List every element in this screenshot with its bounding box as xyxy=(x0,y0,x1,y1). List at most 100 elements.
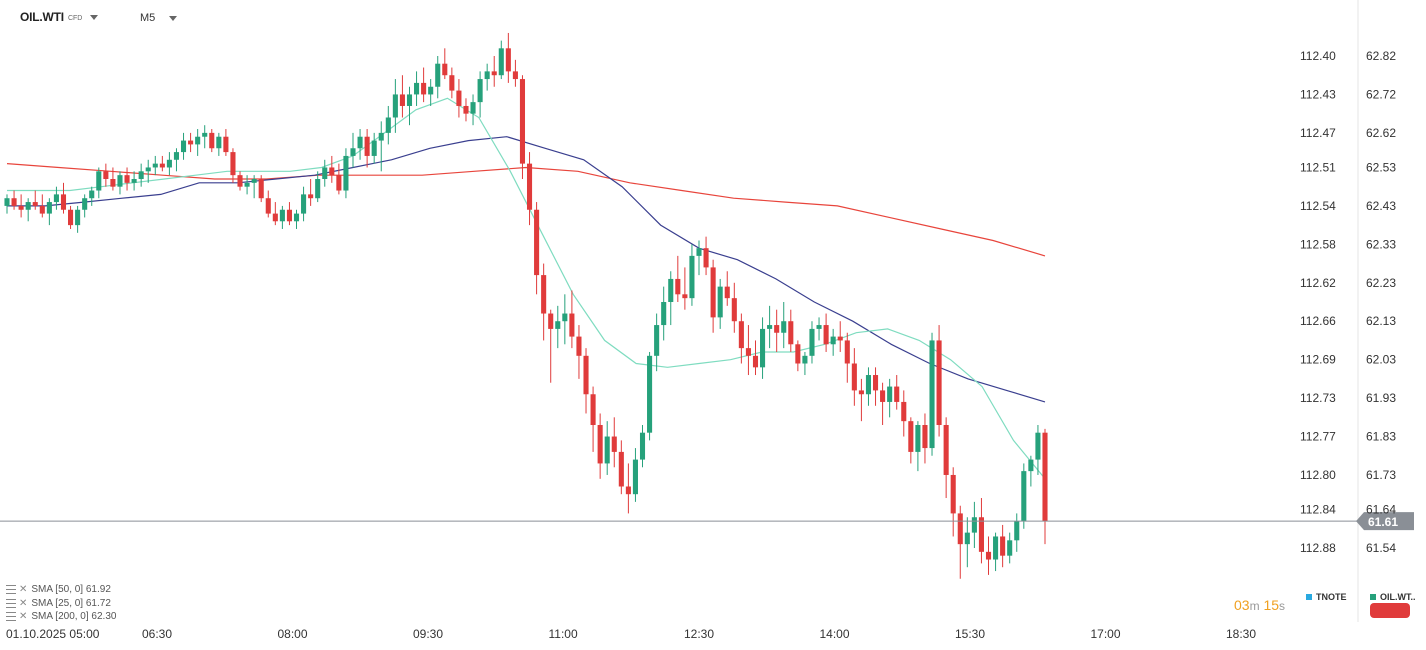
candle xyxy=(449,67,455,99)
candle xyxy=(583,348,589,414)
left-price-axis: 112.40 112.43 112.47 112.51 112.54 112.58 112.… xyxy=(1300,49,1336,555)
time-axis-tick: 18:30 xyxy=(1226,627,1256,641)
indicator-settings-icon[interactable] xyxy=(6,612,16,621)
candle-body xyxy=(908,421,914,452)
candle xyxy=(195,129,201,156)
candle-body xyxy=(286,209,292,222)
candle-body xyxy=(1042,432,1048,522)
candle xyxy=(802,351,808,376)
close-icon[interactable]: ✕ xyxy=(19,584,28,595)
candle xyxy=(138,163,144,187)
symbol-dropdown-icon[interactable] xyxy=(90,14,99,20)
candle-body xyxy=(505,48,511,72)
candle xyxy=(357,129,363,160)
candle-body xyxy=(1000,536,1006,556)
candle-body xyxy=(858,390,864,395)
sma200-path xyxy=(6,163,1046,257)
indicator-sma-25[interactable]: ✕ SMA [25, 0] 61.72 xyxy=(6,598,111,609)
candle-body xyxy=(774,325,780,333)
left-axis-tick: 112.40 xyxy=(1300,49,1336,63)
close-icon[interactable]: ✕ xyxy=(19,611,28,622)
timeframe-dropdown-icon[interactable] xyxy=(169,15,178,21)
candle-body xyxy=(929,340,935,449)
candle xyxy=(1021,463,1027,529)
right-axis-tick: 62.82 xyxy=(1366,49,1396,63)
candle-body xyxy=(936,340,942,425)
indicator-settings-icon[interactable] xyxy=(6,599,16,608)
candle-body xyxy=(654,325,660,356)
candle-body xyxy=(32,202,38,206)
left-axis-tick: 112.62 xyxy=(1300,276,1336,290)
candle-body xyxy=(809,328,815,356)
candle-body xyxy=(251,179,257,183)
candle-body xyxy=(89,190,95,199)
candle xyxy=(223,129,229,156)
indicator-settings-icon[interactable] xyxy=(6,585,16,594)
candle xyxy=(844,332,850,383)
sma25-path xyxy=(7,97,1046,480)
candle xyxy=(308,179,314,206)
candle xyxy=(230,148,236,183)
symbol-selector[interactable]: OIL.WTI CFD xyxy=(20,10,99,24)
candle xyxy=(689,244,695,306)
indicator-sma-200[interactable]: ✕ SMA [200, 0] 62.30 xyxy=(6,611,116,622)
candle xyxy=(166,152,172,176)
candle-body xyxy=(315,179,321,199)
candle xyxy=(265,190,271,218)
candle-body xyxy=(1007,540,1013,556)
time-axis-tick: 17:00 xyxy=(1091,627,1121,641)
candle xyxy=(576,325,582,379)
close-icon[interactable]: ✕ xyxy=(19,598,28,609)
candle xyxy=(371,132,377,164)
left-axis-tick: 112.77 xyxy=(1300,430,1336,444)
candle-body xyxy=(385,117,391,133)
candle-body xyxy=(526,163,533,210)
candle xyxy=(364,129,370,168)
candle-body xyxy=(604,436,610,464)
candle-body xyxy=(53,194,59,203)
timeframe-selector[interactable]: M5 xyxy=(140,12,178,24)
candle-body xyxy=(435,63,441,87)
candle-body xyxy=(442,63,448,76)
candle-body xyxy=(449,75,455,91)
candle-body xyxy=(209,132,215,149)
current-price-tag xyxy=(1356,512,1414,531)
candle xyxy=(922,413,928,464)
candle-body xyxy=(993,536,999,560)
candle-body xyxy=(618,451,624,487)
candle xyxy=(738,313,744,364)
indicator-sma-50[interactable]: ✕ SMA [50, 0] 61.92 xyxy=(6,584,111,595)
candlestick-series xyxy=(4,32,1048,579)
candle xyxy=(971,501,977,548)
candle xyxy=(823,313,829,352)
candle-body xyxy=(625,486,631,495)
candle-body xyxy=(639,432,646,460)
candle-body xyxy=(964,532,970,545)
candle xyxy=(350,132,356,168)
sell-button[interactable] xyxy=(1370,603,1410,618)
candle-body xyxy=(597,425,603,464)
right-axis-tick: 62.23 xyxy=(1366,276,1396,290)
candle-body xyxy=(823,325,829,345)
candle-body xyxy=(830,336,836,345)
candle-body xyxy=(25,202,31,210)
left-axis-tick: 112.54 xyxy=(1300,199,1336,213)
legend-tnote[interactable]: TNOTE xyxy=(1306,592,1347,602)
candle-body xyxy=(802,355,808,364)
candle xyxy=(53,186,59,210)
candle-body xyxy=(731,298,737,322)
candle xyxy=(421,67,427,103)
candle xyxy=(555,305,561,349)
candle-body xyxy=(138,171,144,179)
legend-oil[interactable]: OIL.WT.. xyxy=(1370,592,1416,602)
candle xyxy=(767,305,773,349)
candle xyxy=(597,413,603,479)
symbol-name: OIL.WTI xyxy=(20,10,64,24)
candle xyxy=(385,105,391,145)
candle xyxy=(251,175,257,199)
candle-body xyxy=(414,82,420,95)
right-axis-tick: 62.03 xyxy=(1366,353,1396,367)
time-axis-tick: 11:00 xyxy=(549,627,578,641)
candle-body xyxy=(957,513,963,545)
